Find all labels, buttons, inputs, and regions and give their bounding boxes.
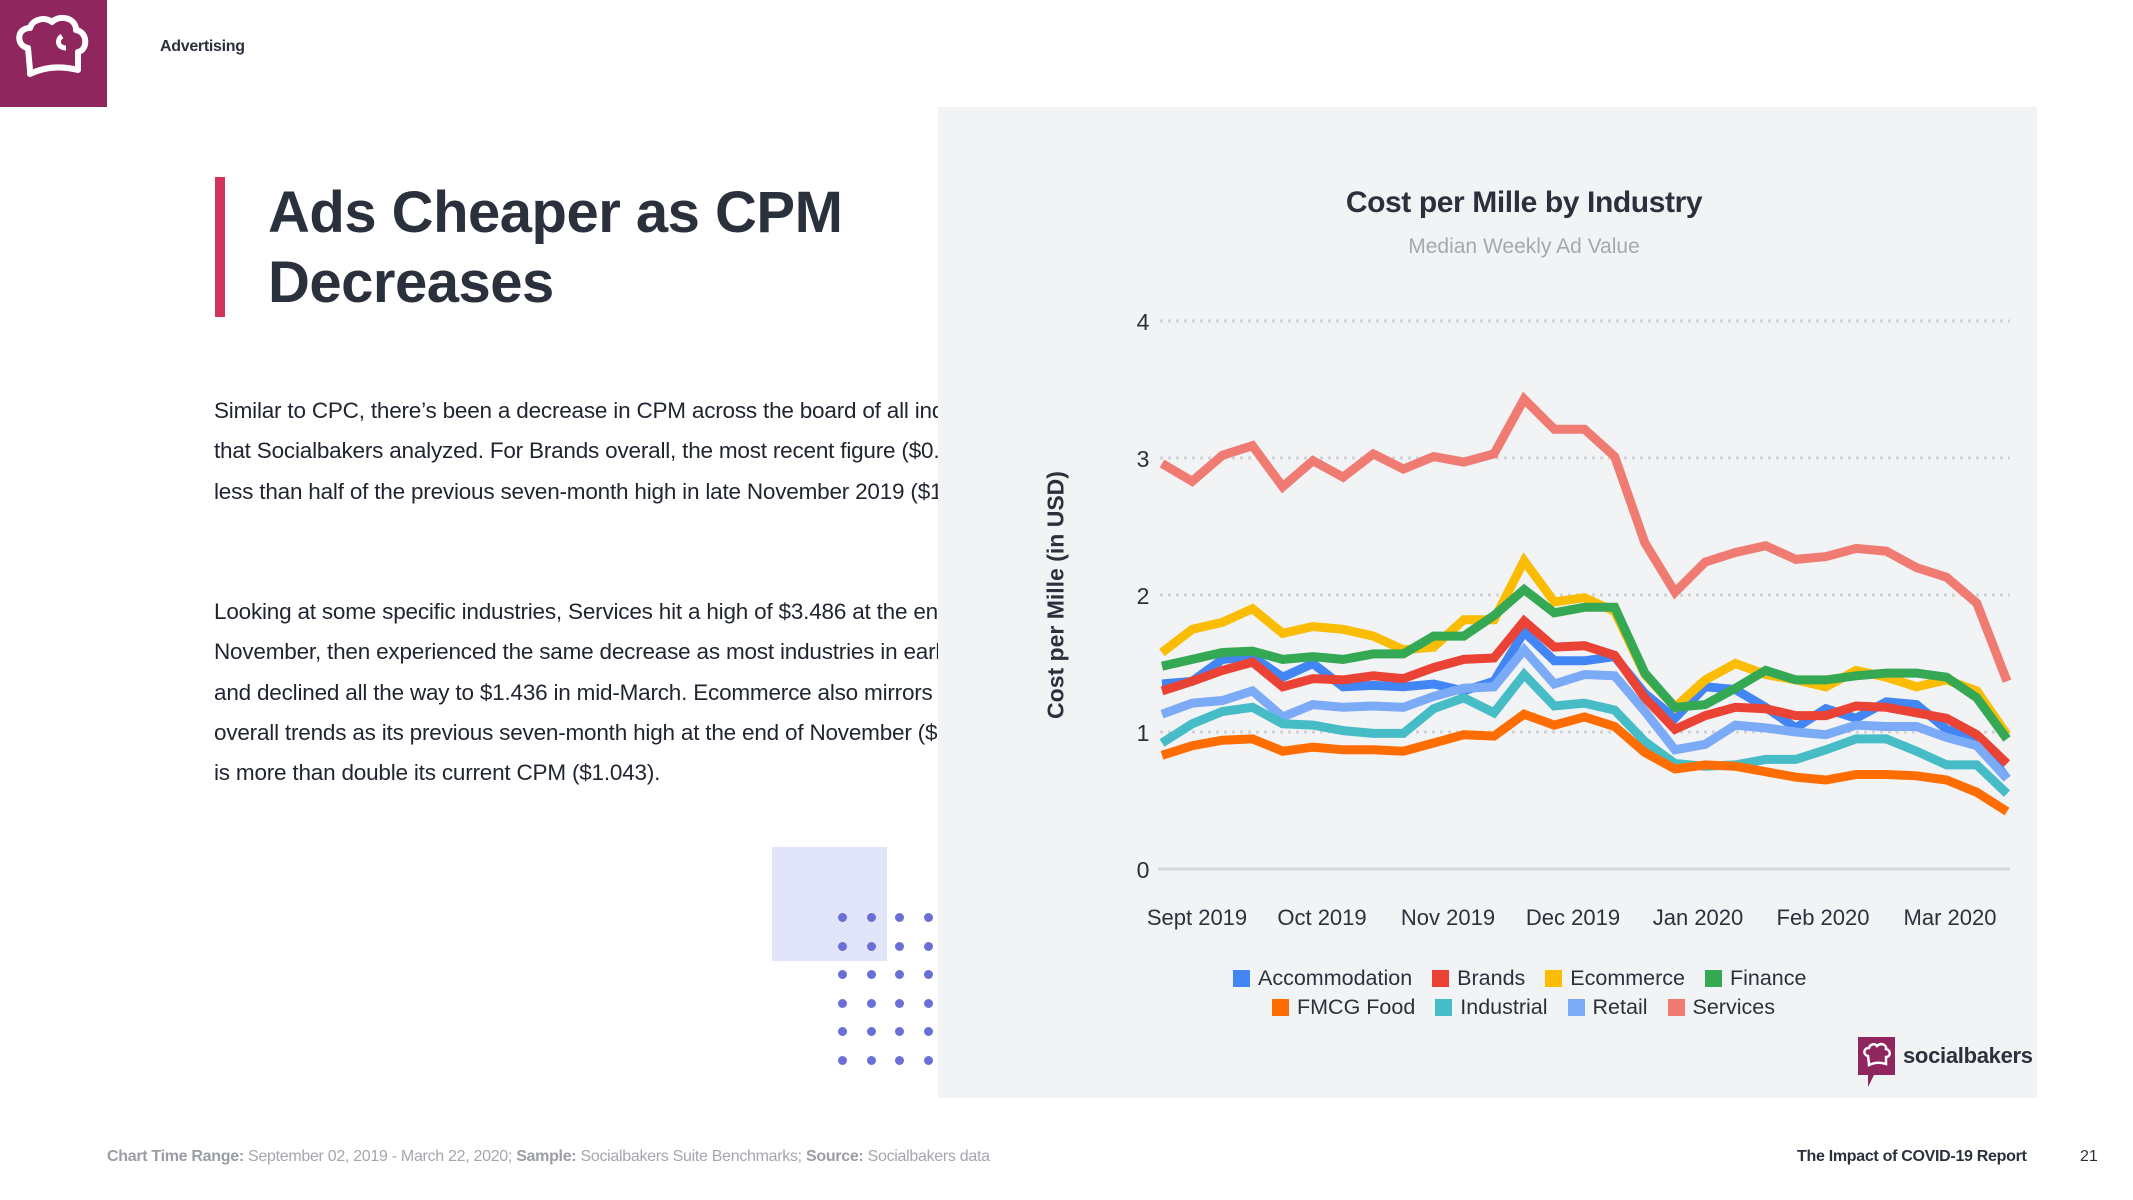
legend-label: FMCG Food: [1297, 995, 1416, 1019]
series-line-finance: [1161, 583, 2011, 742]
dot: [895, 1027, 905, 1037]
x-tick-label: Mar 2020: [1904, 905, 1997, 930]
chart-subtitle: Median Weekly Ad Value: [1408, 235, 1640, 258]
footer-sample-label: Sample:: [516, 1148, 577, 1165]
logo-box: [0, 0, 107, 107]
chart-panel: [938, 107, 2037, 1098]
chef-hat-icon: [1858, 1037, 1895, 1087]
dot: [838, 1027, 847, 1037]
legend-swatch: [1545, 970, 1563, 987]
dot: [895, 913, 905, 922]
legend-swatch: [1432, 970, 1450, 987]
legend-swatch: [1272, 999, 1289, 1016]
legend-item-finance: Finance: [1704, 966, 1807, 991]
dot: [923, 970, 933, 980]
legend-item-ecommerce: Ecommerce: [1545, 966, 1685, 991]
section-label: Advertising: [160, 38, 245, 55]
dot: [923, 941, 933, 951]
dot: [838, 1055, 847, 1065]
dot: [895, 998, 905, 1008]
y-tick-label: 1: [1137, 720, 1150, 746]
dot: [923, 1027, 933, 1037]
legend-swatch: [1233, 970, 1250, 987]
dot: [866, 998, 876, 1008]
dot: [923, 1055, 933, 1065]
legend-label: Brands: [1457, 966, 1526, 990]
legend-label: Services: [1692, 995, 1775, 1019]
y-tick-label: 4: [1137, 309, 1150, 335]
series-line-fmcg-food: [1160, 709, 2010, 816]
legend-swatch: [1567, 999, 1585, 1016]
footer-source: Chart Time Range: September 02, 2019 - M…: [107, 1148, 990, 1166]
series-line-services: [1159, 391, 2012, 683]
dot: [838, 913, 847, 922]
accent-bar: [215, 177, 225, 317]
legend-row-1: Accommodation Brands Ecommerce Finance: [1233, 966, 1806, 991]
brand-name: socialbakers: [1903, 1043, 2033, 1068]
legend-swatch: [1435, 999, 1453, 1016]
body-paragraph-2: Looking at some specific industries, Ser…: [214, 599, 1007, 786]
dot: [838, 970, 847, 980]
footer-source-value: Socialbakers data: [863, 1148, 990, 1165]
x-tick-label: Feb 2020: [1777, 905, 1870, 930]
dot: [895, 970, 905, 980]
dot: [866, 970, 876, 980]
dot: [866, 1055, 876, 1065]
dot: [895, 1055, 905, 1065]
y-tick-label: 3: [1137, 446, 1150, 472]
footer-range-value: September 02, 2019 - March 22, 2020;: [243, 1148, 517, 1165]
socialbakers-logo: socialbakers: [1858, 1037, 2033, 1087]
y-tick-label: 0: [1137, 857, 1150, 883]
dot: [866, 913, 876, 922]
chef-hat-icon: [16, 14, 89, 77]
legend-item-services: Services: [1667, 995, 1775, 1020]
legend-label: Accommodation: [1258, 966, 1413, 990]
x-tick-label: Dec 2019: [1526, 905, 1620, 930]
dot: [838, 941, 847, 951]
report-title: The Impact of COVID-19 Report: [1797, 1148, 2027, 1165]
legend-item-industrial: Industrial: [1435, 995, 1548, 1020]
x-tick-label: Oct 2019: [1277, 905, 1366, 930]
footer-source-label: Source:: [805, 1148, 864, 1165]
dot: [866, 1027, 876, 1037]
dot: [923, 998, 933, 1008]
dot: [923, 913, 933, 922]
page-number: 21: [2080, 1148, 2098, 1165]
series-line-industrial: [1159, 667, 2011, 797]
footer-sample-value: Socialbakers Suite Benchmarks;: [576, 1148, 806, 1165]
dot: [866, 941, 876, 951]
y-tick-label: 2: [1137, 583, 1150, 609]
footer-range-label: Chart Time Range:: [107, 1148, 244, 1165]
dot: [838, 998, 847, 1008]
legend-row-2: FMCG Food Industrial Retail Services: [1272, 995, 1775, 1020]
legend-swatch: [1667, 999, 1685, 1016]
series-line-retail: [1160, 642, 2011, 782]
legend-item-brands: Brands: [1432, 966, 1525, 991]
body-paragraph-1: Similar to CPC, there’s been a decrease …: [214, 398, 1010, 504]
legend-swatch: [1704, 970, 1722, 987]
legend-label: Retail: [1592, 995, 1648, 1019]
x-tick-label: Sept 2019: [1147, 905, 1247, 930]
legend-label: Industrial: [1460, 995, 1548, 1019]
page-title: Ads Cheaper as CPM Decreases: [268, 180, 843, 315]
series-line-accommodation: [1161, 624, 2011, 782]
legend-item-accommodation: Accommodation: [1233, 966, 1412, 991]
legend-item-fmcg-food: FMCG Food: [1272, 995, 1415, 1020]
legend-label: Finance: [1729, 966, 1807, 990]
legend-item-retail: Retail: [1567, 995, 1648, 1020]
chart-title: Cost per Mille by Industry: [1345, 186, 1703, 219]
x-tick-label: Nov 2019: [1401, 905, 1495, 930]
series-line-brands: [1160, 614, 2011, 767]
x-tick-label: Jan 2020: [1653, 905, 1744, 930]
legend-label: Ecommerce: [1570, 966, 1685, 990]
dot: [895, 941, 905, 951]
